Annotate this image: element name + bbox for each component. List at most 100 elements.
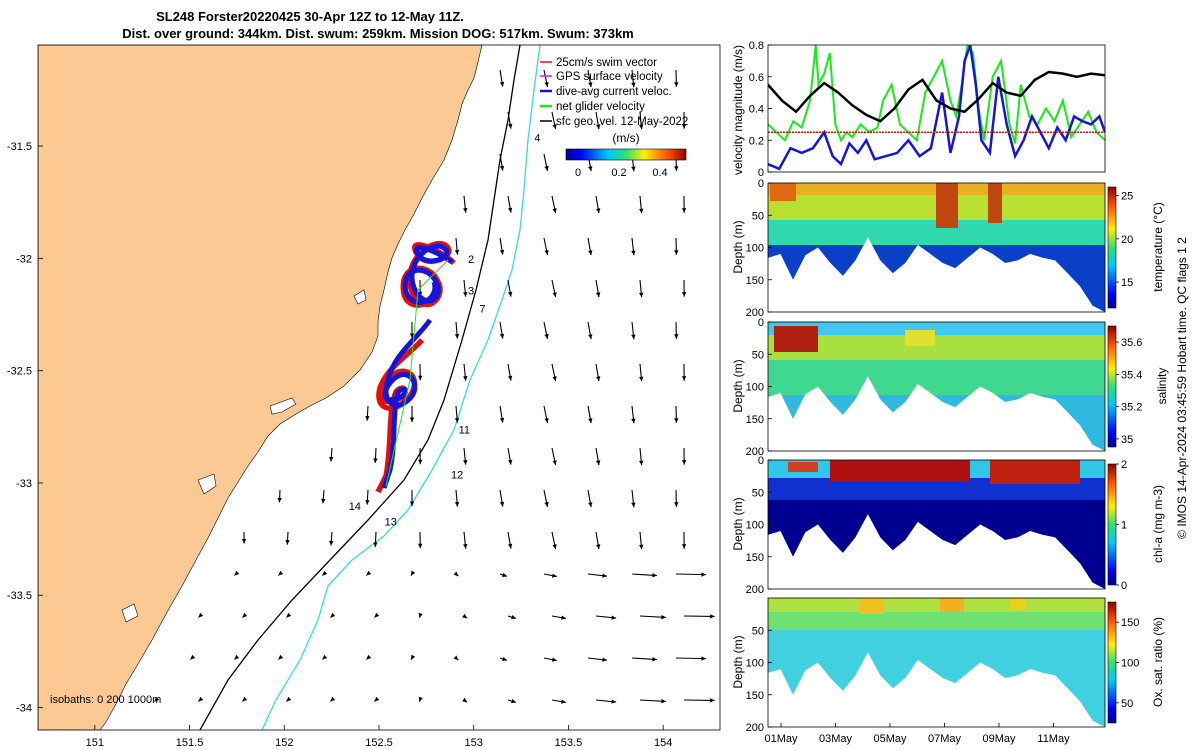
temperature-y-ticks: 0 50 100 150 200 — [746, 178, 772, 319]
geo-velocity-arrowhead — [631, 250, 636, 256]
map-x-tick-label: 151.5 — [176, 737, 204, 749]
depth-tick-label: 200 — [746, 307, 764, 319]
chla-bloom-2 — [990, 460, 1080, 484]
salinity-y-ticks: 0 50 100 150 200 — [746, 317, 772, 458]
geo-velocity-arrowhead — [508, 375, 513, 381]
day-label: 7 — [479, 303, 485, 315]
chla-y-ticks: 0 50 100 150 200 — [746, 455, 772, 596]
velocity-series-black — [768, 70, 1105, 123]
geo-velocity-arrowhead — [674, 82, 679, 87]
legend-label-swim: 25cm/s swim vector — [556, 57, 657, 69]
geo-velocity-arrowhead — [596, 124, 601, 130]
chla-bloom-1 — [830, 460, 970, 482]
map-y-tick-label: -33.5 — [7, 590, 32, 602]
chla-panel: 0 50 100 150 200 Depth (m) 0 1 2 chl-a (mg m-3… — [731, 455, 1165, 596]
map-x-tick-label: 151 — [86, 737, 104, 749]
geo-velocity-arrowhead — [286, 612, 292, 618]
geo-velocity-arrowhead — [329, 456, 334, 462]
copyright-note: © IMOS 14-Apr-2024 03:45:59 Hobart time.… — [1175, 237, 1189, 539]
geo-velocity-arrowhead — [499, 333, 505, 339]
date-tick-label: 07May — [928, 733, 962, 745]
geo-velocity-arrowhead — [631, 334, 636, 340]
geo-velocity-arrowhead — [286, 696, 292, 702]
geo-velocity-arrowhead — [652, 657, 657, 662]
legend-label-gps: GPS surface velocity — [556, 71, 663, 83]
map-colorbar-gradient — [565, 148, 687, 161]
salinity-band-mid — [768, 360, 1105, 395]
colorbar-tick-label: 35.4 — [1121, 369, 1142, 381]
lake-2 — [197, 473, 217, 495]
date-x-ticks: 01May 03May 05May 07May 09May 11May — [764, 723, 1070, 745]
legend-entry-net: net glider velocity — [540, 101, 645, 113]
day-label: 12 — [451, 469, 463, 481]
map-legend: 25cm/s swim vector GPS surface velocity … — [540, 57, 688, 128]
geo-velocity-arrowhead — [198, 612, 204, 618]
map-panel: 2 37 4 11 12 13 14 151 151.5 152 152.5 153 153.5 154… — [7, 44, 721, 749]
isobath-1000m — [261, 45, 541, 730]
colorbar-tick-label: 25 — [1121, 191, 1133, 203]
geo-velocity-arrowhead — [374, 696, 380, 702]
geo-velocity-arrowhead — [373, 542, 378, 547]
map-y-tick-label: -31.5 — [7, 141, 32, 153]
geo-velocity-arrowhead — [502, 656, 508, 661]
geo-velocity-arrowhead — [631, 502, 636, 508]
map-y-tick-label: -32.5 — [7, 366, 32, 378]
velocity-plot-area — [768, 45, 1105, 172]
geo-velocity-arrowhead — [639, 292, 644, 298]
geo-velocity-arrowhead — [454, 334, 460, 339]
geo-velocity-arrowhead — [462, 697, 468, 703]
geo-velocity-arrowhead — [588, 418, 593, 424]
map-y-tick-label: -33 — [16, 478, 32, 490]
oxygen-top-band — [768, 598, 1105, 612]
warm-patch-1 — [936, 183, 958, 228]
track-green-net — [385, 259, 449, 487]
map-x-tick-label: 152.5 — [365, 737, 393, 749]
geo-velocity-arrowhead — [454, 418, 460, 423]
temperature-ylabel: Depth (m) — [731, 220, 745, 273]
geo-velocity-arrowhead — [596, 376, 601, 382]
geo-velocity-arrowhead — [552, 208, 557, 214]
depth-tick-label: 150 — [746, 552, 764, 564]
geo-velocity-arrowhead — [661, 698, 666, 704]
geo-velocity-arrowhead — [234, 654, 240, 660]
legend-label-dive: dive-avg current veloc. — [556, 86, 672, 98]
geo-velocity-arrowhead — [596, 292, 601, 298]
geo-velocity-arrowhead — [454, 502, 460, 507]
velocity-y-tick-label: 0.2 — [749, 135, 764, 147]
track-blue-current — [381, 243, 454, 489]
chla-colorbar-label: chl-a (mg m-3) — [1151, 485, 1165, 563]
geo-velocity-arrowhead — [561, 699, 566, 704]
map-colorbar-tick-1: 0.2 — [611, 167, 626, 179]
geo-velocity-arrowhead — [544, 502, 549, 507]
geo-velocity-arrowhead — [639, 544, 644, 550]
geo-velocity-arrowhead — [674, 334, 679, 339]
colorbar-tick-label: 20 — [1121, 234, 1133, 246]
geo-velocity-arrowhead — [681, 376, 687, 381]
lake-1 — [269, 397, 297, 415]
velocity-y-tick-label: 0.4 — [749, 104, 764, 116]
velocity-y-ticks: 0 0.2 0.4 0.6 0.8 — [749, 40, 772, 179]
geo-velocity-arrowhead — [588, 502, 593, 508]
oxygen-colorbar-ticks: 50 100 150 — [1116, 617, 1139, 710]
chla-colorbar-ticks: 0 1 2 — [1116, 459, 1127, 592]
legend-entry-geo: sfc geo. vel. 12-May-2022 — [540, 116, 688, 128]
geo-velocity-arrowhead — [463, 460, 468, 465]
chla-ylabel: Depth (m) — [731, 497, 745, 550]
geo-velocity-arrowhead — [242, 612, 248, 618]
geo-velocity-arrowhead — [551, 657, 557, 662]
oxygen-ylabel: Depth (m) — [731, 635, 745, 688]
depth-tick-label: 100 — [746, 520, 764, 532]
geo-velocity-arrowhead — [453, 571, 459, 577]
geo-velocity-arrowhead — [330, 612, 336, 618]
title-line-1: SL248 Forster20220425 30-Apr 12Z to 12-M… — [156, 9, 464, 24]
colorbar-tick-label: 35.2 — [1121, 402, 1142, 414]
velocity-series-blue — [768, 45, 1105, 171]
temperature-seafloor-mask — [768, 237, 1105, 312]
map-y-tick-label: -34 — [16, 703, 32, 715]
geo-velocity-arrowhead — [366, 570, 372, 576]
velocity-ylabel: velocity magnitude (m/s) — [731, 45, 745, 175]
day-label: 11 — [459, 425, 470, 437]
geo-velocity-arrowhead — [710, 614, 715, 619]
map-x-tick-label: 153 — [465, 737, 483, 749]
